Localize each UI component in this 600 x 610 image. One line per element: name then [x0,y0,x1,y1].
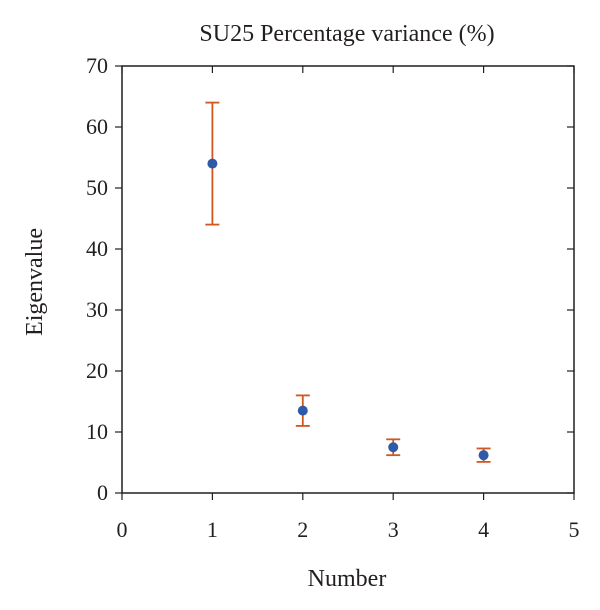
y-axis-label: Eigenvalue [22,228,48,336]
y-tick-label: 40 [86,236,108,261]
x-axis-label: Number [308,566,387,592]
data-point [207,158,218,169]
x-tick-label: 0 [117,517,128,542]
y-tick-label: 30 [86,297,108,322]
y-tick-label: 10 [86,419,108,444]
x-tick-label: 5 [569,517,580,542]
y-tick-label: 60 [86,114,108,139]
x-tick-label: 1 [207,517,218,542]
x-tick-label: 3 [388,517,399,542]
y-tick-label: 0 [97,480,108,505]
x-tick-label: 2 [297,517,308,542]
plot-area: 0 10 20 30 40 50 60 70 0 1 2 3 4 5 [86,53,580,542]
data-point [297,405,308,416]
chart-title: SU25 Percentage variance (%) [199,21,494,47]
plot-frame [121,65,575,494]
data-point [478,450,489,461]
y-tick-label: 20 [86,358,108,383]
y-tick-label: 70 [86,53,108,78]
y-tick-label: 50 [86,175,108,200]
x-tick-label: 4 [478,517,489,542]
data-point [388,442,399,453]
